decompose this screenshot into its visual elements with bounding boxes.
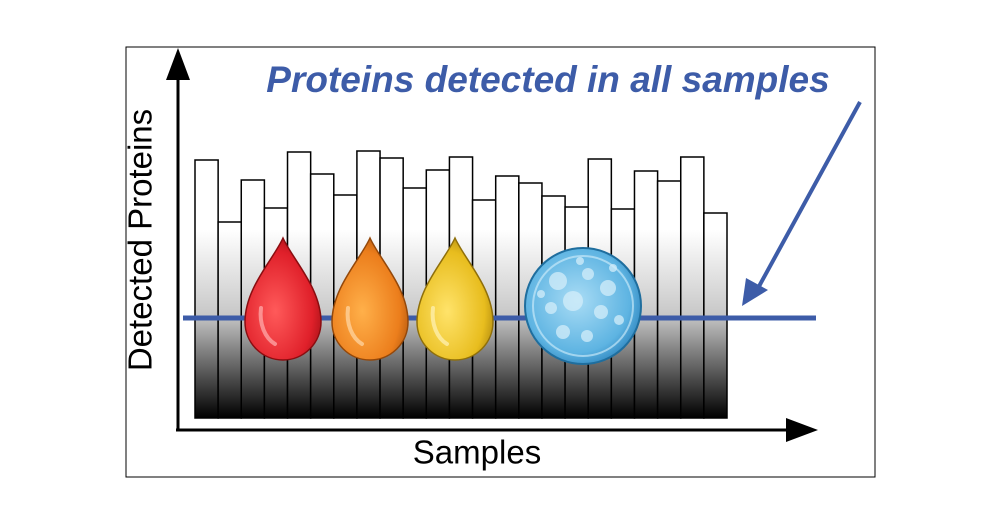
bar	[494, 175, 520, 419]
annotation: Proteins detected in all samples	[266, 59, 829, 100]
blue-cell	[524, 247, 642, 365]
annotation-arrow	[755, 101, 862, 291]
red-drop	[244, 236, 322, 361]
annotation-arrowhead	[742, 278, 768, 306]
x-axis-label: Samples	[413, 434, 541, 471]
bar	[194, 159, 219, 419]
orange-drop	[331, 236, 409, 361]
bar	[656, 180, 682, 419]
yellow-drop	[416, 236, 494, 361]
x-axis-arrow	[786, 418, 818, 442]
y-axis-label: Detected Proteins	[122, 109, 159, 371]
y-axis-arrow	[166, 48, 190, 80]
bar	[679, 156, 705, 419]
